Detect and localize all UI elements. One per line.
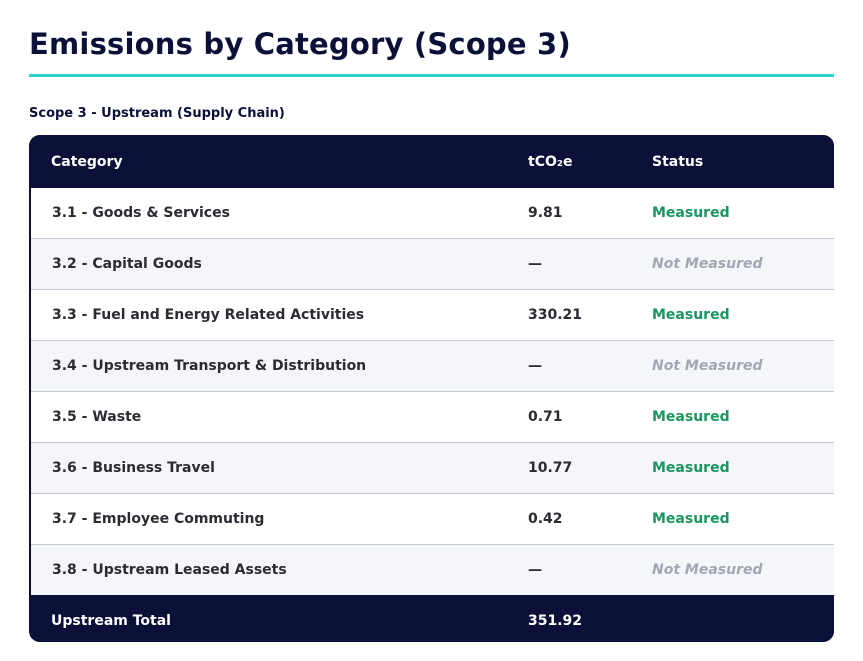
row-value: 0.42 (507, 493, 631, 545)
row-status: Measured (631, 289, 834, 341)
emissions-table-container: Category tCO₂e Status 3.1 - Goods & Serv… (29, 135, 834, 642)
row-category: 3.6 - Business Travel (29, 442, 507, 494)
row-value: — (507, 340, 631, 392)
row-category: 3.5 - Waste (29, 391, 507, 443)
emissions-table: Category tCO₂e Status 3.1 - Goods & Serv… (29, 135, 834, 642)
table-row: 3.7 - Employee Commuting 0.42 Measured (29, 493, 834, 545)
row-status: Measured (631, 442, 834, 494)
header-category: Category (30, 135, 507, 188)
row-value: 9.81 (507, 188, 631, 239)
table-row: 3.8 - Upstream Leased Assets — Not Measu… (29, 544, 834, 595)
table-total-row: Upstream Total 351.92 (30, 595, 834, 642)
row-value: — (507, 238, 631, 290)
row-category: 3.7 - Employee Commuting (29, 493, 507, 545)
row-status: Not Measured (631, 340, 834, 392)
page-title: Emissions by Category (Scope 3) (29, 27, 571, 61)
row-category: 3.4 - Upstream Transport & Distribution (29, 340, 507, 392)
header-status: Status (631, 135, 834, 188)
total-status-empty (631, 595, 834, 642)
row-status: Measured (631, 493, 834, 545)
table-row: 3.1 - Goods & Services 9.81 Measured (29, 188, 834, 239)
header-tco2e: tCO₂e (507, 135, 631, 188)
row-status: Not Measured (631, 238, 834, 290)
row-status: Measured (631, 188, 834, 239)
total-label: Upstream Total (30, 595, 507, 642)
row-category: 3.8 - Upstream Leased Assets (29, 544, 507, 595)
table-row: 3.2 - Capital Goods — Not Measured (29, 238, 834, 290)
total-value: 351.92 (507, 595, 631, 642)
row-category: 3.2 - Capital Goods (29, 238, 507, 290)
table-row: 3.4 - Upstream Transport & Distribution … (29, 340, 834, 392)
row-status: Measured (631, 391, 834, 443)
table-row: 3.6 - Business Travel 10.77 Measured (29, 442, 834, 494)
row-category: 3.3 - Fuel and Energy Related Activities (29, 289, 507, 341)
row-value: — (507, 544, 631, 595)
table-row: 3.3 - Fuel and Energy Related Activities… (29, 289, 834, 341)
title-divider (29, 74, 834, 77)
row-value: 0.71 (507, 391, 631, 443)
row-status: Not Measured (631, 544, 834, 595)
table-row: 3.5 - Waste 0.71 Measured (29, 391, 834, 443)
section-label: Scope 3 - Upstream (Supply Chain) (29, 106, 285, 121)
row-value: 330.21 (507, 289, 631, 341)
table-header-row: Category tCO₂e Status (30, 135, 834, 188)
row-category: 3.1 - Goods & Services (29, 188, 507, 239)
row-value: 10.77 (507, 442, 631, 494)
